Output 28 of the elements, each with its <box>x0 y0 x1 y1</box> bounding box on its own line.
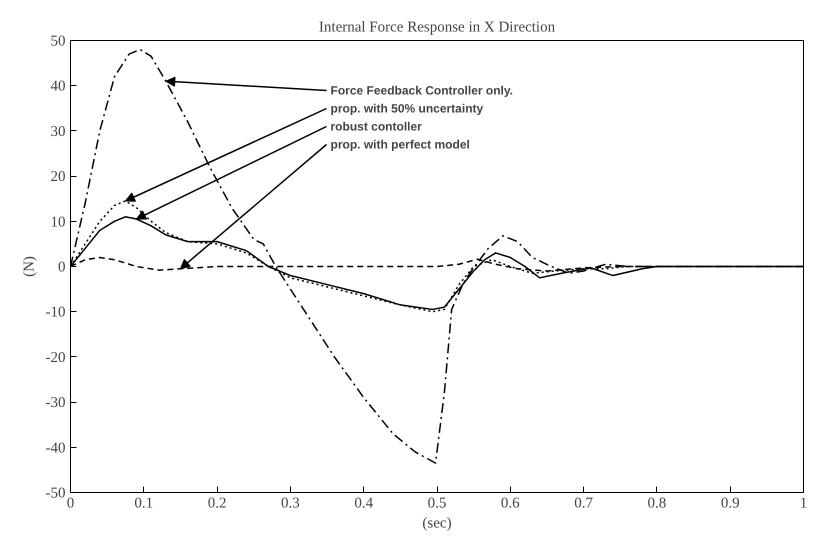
y-axis-title: (N) <box>22 256 38 277</box>
x-tick-label: 0.1 <box>134 496 154 512</box>
y-tick-label: -10 <box>46 304 66 321</box>
x-tick-label: 0.5 <box>428 496 446 512</box>
annotation: robust contoller <box>330 120 422 134</box>
y-tick-label: 20 <box>50 169 66 186</box>
x-tick-label: 0.4 <box>354 496 374 512</box>
annotation: Force Feedback Controller only. <box>330 84 513 98</box>
x-axis-title: (sec) <box>422 516 452 532</box>
annotation: prop. with 50% uncertainty <box>330 102 484 116</box>
y-tick-label: 50 <box>50 34 66 50</box>
x-tick-label: 0.3 <box>281 496 300 512</box>
y-tick-label: -50 <box>46 486 66 502</box>
y-tick-label: 0 <box>58 260 66 276</box>
x-tick-label: 1 <box>800 496 808 512</box>
annotation: prop. with perfect model <box>330 138 470 152</box>
y-tick-label: -20 <box>46 350 66 366</box>
x-tick-label: 0.6 <box>500 496 520 512</box>
x-tick-label: 0.2 <box>208 496 226 512</box>
y-tick-label: 40 <box>50 78 66 95</box>
y-tick-label: -40 <box>46 440 66 456</box>
y-tick-label: -30 <box>46 395 66 412</box>
x-tick-label: 0.7 <box>574 496 594 512</box>
x-tick-label: 0.8 <box>648 496 666 512</box>
y-tick-label: 10 <box>50 214 66 230</box>
chart-title: Internal Force Response in X Direction <box>318 20 556 36</box>
y-tick-label: 30 <box>50 124 66 140</box>
x-tick-label: 0.9 <box>720 496 740 512</box>
